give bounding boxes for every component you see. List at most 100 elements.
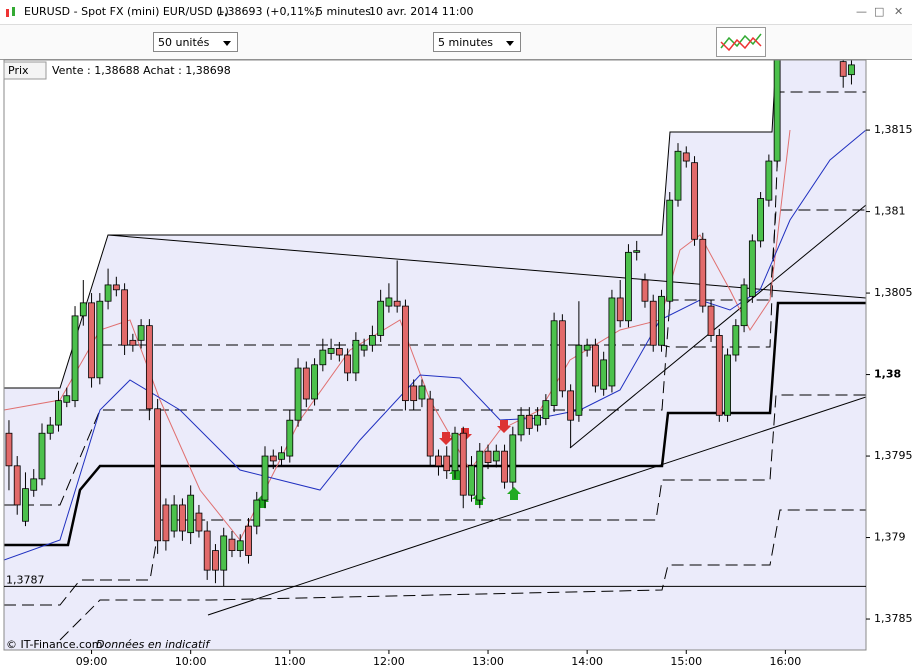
candle-body [402, 305, 409, 402]
candle-body [129, 339, 137, 346]
candle-body [658, 295, 665, 346]
title-bar: EURUSD - Spot FX (mini) EUR/USD (-) 1,38… [0, 0, 912, 25]
units-select[interactable]: 50 unités [153, 32, 238, 52]
candle-body [534, 414, 541, 426]
window-title: EURUSD - Spot FX (mini) EUR/USD (-) [24, 5, 229, 18]
candle-body [517, 414, 525, 436]
candle-body [245, 525, 252, 556]
candle-body [220, 535, 228, 571]
y-tick-label: 1,3795 [874, 449, 912, 462]
candle-body [476, 450, 484, 501]
candle-body [236, 540, 244, 551]
candle-body [773, 60, 781, 162]
x-tick-label: 09:00 [76, 655, 108, 667]
candle-body [228, 538, 236, 551]
candle-body [38, 432, 46, 480]
disclaimer: Données en indicatif [96, 638, 211, 651]
candle-body [410, 385, 418, 402]
candle-body [542, 400, 550, 419]
close-button[interactable]: ✕ [894, 5, 904, 18]
candle-body [848, 64, 855, 76]
candle-body [88, 302, 95, 379]
candle-body [335, 348, 343, 356]
candle-body [641, 279, 649, 302]
candle-body [616, 297, 624, 322]
plot-frame [3, 59, 867, 651]
quote: 1,38693 (+0,11%) [217, 5, 319, 18]
candle-body [839, 61, 847, 77]
y-tick-label: 1,379 [874, 531, 906, 544]
lower-band-dashed [4, 394, 866, 606]
candle-body [426, 398, 434, 457]
candle-body [104, 284, 112, 302]
candle-body [525, 414, 533, 429]
candle-body [187, 494, 195, 534]
maximize-button[interactable]: □ [874, 5, 885, 18]
candle-body [286, 419, 294, 457]
candle-body [550, 320, 558, 406]
candle-body [625, 251, 632, 322]
candle-body [30, 478, 38, 491]
candle-body [765, 160, 773, 201]
candle-body [443, 455, 451, 472]
period: 5 minutes [316, 5, 372, 18]
candle-body [459, 432, 467, 496]
y-tick-label: 1,3805 [874, 286, 912, 299]
candle-body [600, 359, 608, 390]
trend-line [207, 396, 866, 616]
candle-body [385, 297, 393, 307]
candle-body [13, 465, 21, 506]
candle-body [71, 315, 79, 402]
indicator-button[interactable] [716, 27, 766, 57]
candle-body [592, 344, 599, 387]
candle-body [691, 162, 698, 240]
candle-body [484, 450, 492, 463]
x-tick-label: 12:00 [373, 655, 405, 667]
candle-body [96, 300, 104, 379]
candle-body [253, 499, 261, 527]
candle-body [170, 504, 178, 532]
price-button[interactable] [3, 61, 47, 80]
candle-body [145, 325, 153, 410]
x-tick-label: 16:00 [770, 655, 802, 667]
minimize-button[interactable]: — [856, 5, 867, 18]
candle-body [715, 335, 723, 416]
candle-body [327, 348, 335, 354]
datetime: 10 avr. 2014 11:00 [369, 5, 474, 18]
candle-body [558, 320, 566, 392]
upper-band-dashed [4, 209, 866, 506]
outer-band-dashed [59, 509, 866, 641]
y-tick-label: 1,3785 [874, 612, 912, 625]
candle-body [682, 152, 690, 162]
y-tick-label: 1,381 [874, 205, 906, 218]
x-tick-label: 15:00 [670, 655, 702, 667]
candle-body [55, 400, 62, 426]
candle-body [269, 455, 277, 462]
candle-body [121, 289, 128, 346]
y-tick-label: 1,38 [874, 368, 901, 381]
period-select[interactable]: 5 minutes [433, 32, 521, 52]
candle-body [195, 512, 203, 532]
candle-body [294, 367, 302, 421]
candle-body [112, 284, 120, 291]
indicators [4, 60, 866, 641]
candle-body [732, 325, 740, 356]
candle-body [212, 550, 219, 571]
candle-body [509, 434, 517, 483]
app-icon [4, 5, 18, 19]
candle-body [154, 408, 162, 542]
candle-body [302, 367, 310, 400]
candle-body [360, 344, 368, 351]
candle-body [179, 504, 186, 532]
candle-body [583, 344, 591, 351]
y-tick-label: 1,3815 [874, 123, 912, 136]
x-tick-label: 11:00 [274, 655, 306, 667]
price-button-label[interactable]: Prix [8, 64, 29, 77]
candle-body [649, 300, 657, 346]
x-tick-label: 13:00 [472, 655, 504, 667]
candle-body [46, 424, 54, 434]
candle-body [63, 395, 71, 403]
level-label: 1,3787 [6, 573, 45, 586]
envelope-area [4, 60, 776, 388]
